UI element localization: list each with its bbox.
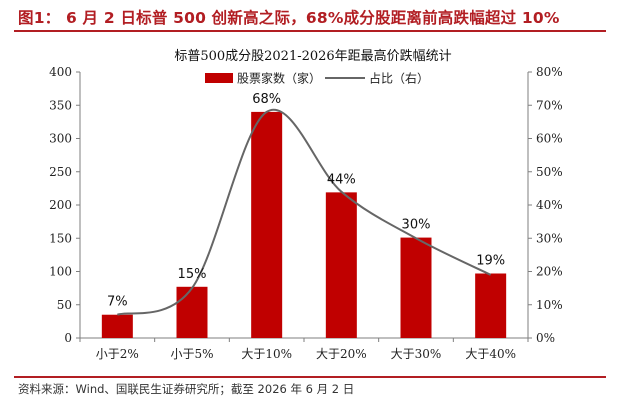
left-tick-label: 150 [49, 231, 72, 245]
data-label: 44% [327, 172, 356, 187]
x-tick-label: 大于30% [391, 347, 442, 361]
figure-title: 图1： 6 月 2 日标普 500 创新高之际，68%成分股距离前高跌幅超过 1… [18, 9, 560, 27]
right-tick-label: 40% [536, 198, 563, 212]
right-tick-label: 0% [536, 331, 555, 345]
share-line [116, 108, 492, 316]
right-tick-label: 70% [536, 98, 563, 112]
figure-header: 图1： 6 月 2 日标普 500 创新高之际，68%成分股距离前高跌幅超过 1… [14, 4, 606, 30]
legend-bar-swatch [205, 73, 233, 83]
x-tick-label: 大于20% [316, 347, 367, 361]
bar [475, 273, 507, 338]
data-label: 30% [402, 218, 431, 233]
bar [251, 111, 283, 339]
right-tick-label: 30% [536, 231, 563, 245]
right-tick-label: 60% [536, 132, 563, 146]
bars [101, 111, 507, 339]
left-tick-label: 300 [49, 132, 72, 146]
left-tick-label: 350 [49, 98, 72, 112]
header-rule [14, 30, 606, 32]
data-label: 19% [476, 253, 505, 268]
x-tick-label: 小于2% [96, 347, 139, 361]
left-tick-label: 400 [49, 65, 72, 79]
left-tick-label: 200 [49, 198, 72, 212]
source-note: 资料来源：Wind、国联民生证券研究所；截至 2026 年 6 月 2 日 [18, 382, 355, 396]
legend-bar-label: 股票家数（家） [237, 71, 321, 86]
data-label: 7% [107, 295, 128, 310]
bar [400, 237, 432, 338]
legend: 股票家数（家） 占比（右） [205, 71, 429, 86]
bar [176, 286, 208, 338]
footer-rule [14, 376, 606, 378]
x-tick-label: 小于5% [170, 347, 213, 361]
data-labels: 7% 15% 68% 44% 30% 19% [107, 92, 505, 310]
left-tick-label: 250 [49, 165, 72, 179]
right-tick-label: 20% [536, 265, 563, 279]
left-tick-label: 100 [49, 265, 72, 279]
line-series [116, 108, 492, 316]
data-label: 68% [252, 92, 281, 107]
x-tick-label: 大于10% [241, 347, 292, 361]
data-label: 15% [178, 267, 207, 282]
right-tick-label: 80% [536, 65, 563, 79]
x-tick-label: 大于40% [465, 347, 516, 361]
right-tick-label: 50% [536, 165, 563, 179]
legend-line-label: 占比（右） [369, 71, 429, 86]
left-tick-label: 50 [57, 298, 72, 312]
chart-title: 标普500成分股2021-2026年距最高价跌幅统计 [174, 48, 451, 64]
right-tick-label: 10% [536, 298, 563, 312]
axes: 0 50 100 150 200 250 300 350 400 0% 10% 20% 30% 40% 50… [49, 65, 563, 361]
left-tick-label: 0 [64, 331, 72, 345]
bar [101, 314, 133, 338]
bar [325, 192, 357, 338]
